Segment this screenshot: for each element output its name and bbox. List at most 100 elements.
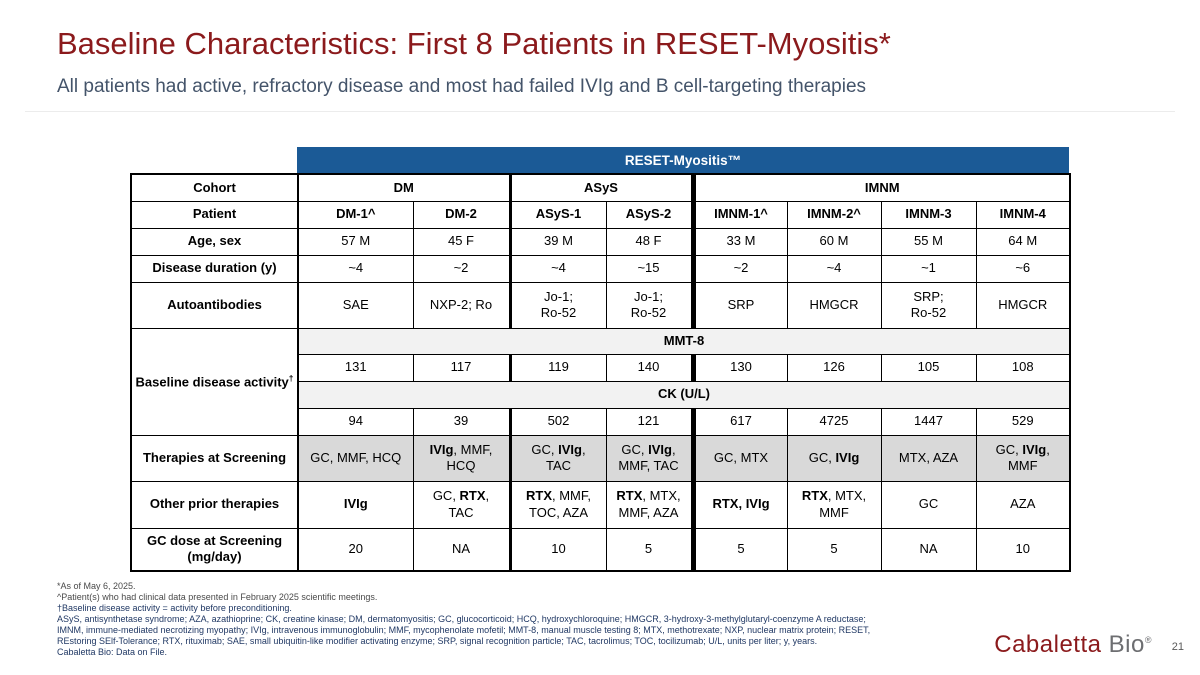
logo-text-bio: Bio	[1101, 631, 1145, 658]
cell-text: , MMF, TAC	[618, 441, 679, 473]
table-cell: ~2	[412, 254, 511, 283]
table-row: Cohort DM ASyS IMNM	[130, 173, 1071, 202]
cell-text: 529	[1011, 413, 1034, 429]
table-cell: NA	[880, 527, 977, 572]
row-label-therapies-at-screening: Therapies at Screening	[130, 434, 299, 482]
cell-text: GC	[918, 496, 939, 512]
table-cell: GC, IVIg, TAC	[508, 434, 607, 482]
cell-text: , MMF, TOC, AZA	[529, 488, 591, 520]
table-row: Age, sex 57 M 45 F 39 M 48 F 33 M 60 M 55 M 64 M	[130, 227, 1071, 256]
cell-text: SRP	[727, 296, 755, 312]
cell-text: ASyS-2	[625, 206, 672, 222]
cell-text: 121	[637, 413, 660, 429]
table-cell: SAE	[297, 281, 414, 329]
table-cell: IMNM-1^	[690, 200, 788, 229]
table-cell: 126	[786, 353, 882, 382]
table-cell: 33 M	[690, 227, 788, 256]
cell-text: IVIg	[1022, 441, 1047, 457]
table-cell: Jo-1; Ro-52	[605, 281, 694, 329]
table-cell: IVIg	[297, 480, 414, 529]
table-cell: IMNM-4	[975, 200, 1071, 229]
cell-text: , MTX, MMF	[819, 488, 867, 520]
table-cell: ~6	[975, 254, 1071, 283]
table-cell: 119	[508, 353, 607, 382]
table-cell: NXP-2; Ro	[412, 281, 511, 329]
table-cell: ~1	[880, 254, 977, 283]
cell-text: IVIg	[648, 441, 672, 457]
cell-text: ~4	[551, 260, 566, 276]
table-cell: 4725	[786, 407, 882, 436]
cell-text: GC,	[808, 449, 836, 465]
table-cell: GC, IVIg, MMF, TAC	[605, 434, 694, 482]
table-cell: 5	[605, 527, 694, 572]
cell-text: 60 M	[819, 233, 849, 249]
cell-text: ~2	[733, 260, 749, 276]
table-cell: GC, RTX, TAC	[412, 480, 511, 529]
cell-text: , MTX, MMF, AZA	[618, 488, 681, 520]
cell-text: Autoantibodies	[167, 296, 262, 312]
footnote-caret: ^Patient(s) who had clinical data presen…	[57, 592, 378, 602]
cell-text: 130	[730, 359, 752, 375]
table-cell: IVIg, MMF, HCQ	[412, 434, 511, 482]
table-cell: ~4	[508, 254, 607, 283]
band-ck: CK (U/L)	[297, 380, 1071, 409]
table-cell: 94	[297, 407, 414, 436]
table-cell: 20	[297, 527, 414, 572]
cell-text: NA	[919, 541, 938, 557]
table-cell: ASyS-1	[508, 200, 607, 229]
cell-text: IMNM-4	[999, 206, 1046, 222]
cell-text: Therapies at Screening	[142, 449, 287, 465]
cell-text: , MMF, HCQ	[446, 441, 493, 473]
row-label-cohort: Cohort	[130, 173, 299, 202]
cell-text: 94	[348, 413, 363, 429]
cell-text: HMGCR	[809, 296, 859, 312]
cell-text: RTX	[616, 488, 643, 504]
subtitle-divider	[25, 111, 1175, 112]
cell-text: RTX	[801, 488, 828, 504]
cell-text: 617	[730, 413, 752, 429]
cell-text: 131	[344, 359, 367, 375]
table-cell: 5	[786, 527, 882, 572]
cell-text: , TAC	[448, 488, 490, 520]
cell-text: , TAC	[545, 441, 586, 473]
cell-text: ASyS	[584, 179, 618, 195]
table-cell: 108	[975, 353, 1071, 382]
cell-text: SAE	[342, 296, 369, 312]
table-cell: HMGCR	[975, 281, 1071, 329]
table-cell: 105	[880, 353, 977, 382]
cabaletta-bio-logo: Cabaletta Bio®	[994, 631, 1152, 659]
table-cell: GC, IVIg, MMF	[975, 434, 1071, 482]
cell-text: DM-1^	[336, 206, 376, 222]
cell-text: SRP; Ro-52	[910, 288, 947, 320]
table-cell: GC, MTX	[690, 434, 788, 482]
table-cell: 529	[975, 407, 1071, 436]
table-cell: IMNM-3	[880, 200, 977, 229]
registered-trademark-icon: ®	[1144, 635, 1152, 645]
cell-text: MTX, AZA	[898, 449, 959, 465]
table-cell: 55 M	[880, 227, 977, 256]
table-row: Autoantibodies SAE NXP-2; Ro Jo-1; Ro-52 Jo-…	[130, 281, 1071, 329]
cell-text: ASyS-1	[535, 206, 582, 222]
cell-text: 57 M	[341, 233, 371, 249]
cell-text: Cohort	[193, 179, 236, 195]
table-cell: SRP; Ro-52	[880, 281, 977, 329]
cell-text: GC,	[531, 441, 559, 457]
table-cell: 121	[605, 407, 694, 436]
table-cell: Jo-1; Ro-52	[508, 281, 607, 329]
table-row: Therapies at Screening GC, MMF, HCQ IVIg, …	[130, 434, 1071, 482]
cell-text: RTX, IVIg	[712, 496, 770, 512]
abbreviations-line-2: IMNM, immune-mediated necrotizing myopat…	[57, 625, 871, 635]
table-cell: DM-1^	[297, 200, 414, 229]
table-cell: ~2	[690, 254, 788, 283]
table-cell: ASyS-2	[605, 200, 694, 229]
row-label-autoantibodies: Autoantibodies	[130, 281, 299, 329]
cell-text: Patient	[192, 206, 237, 222]
table-cell: 57 M	[297, 227, 414, 256]
cell-text: IMNM-2^	[807, 206, 861, 222]
cell-text: DM	[393, 179, 414, 195]
row-label-other-prior-therapies: Other prior therapies	[130, 480, 299, 529]
row-label-baseline-disease-activity: Baseline disease activity†	[130, 327, 299, 436]
table-cell: RTX, MMF, TOC, AZA	[508, 480, 607, 529]
footnotes-block: *As of May 6, 2025. ^Patient(s) who had …	[57, 581, 870, 658]
table-cell: 130	[690, 353, 788, 382]
